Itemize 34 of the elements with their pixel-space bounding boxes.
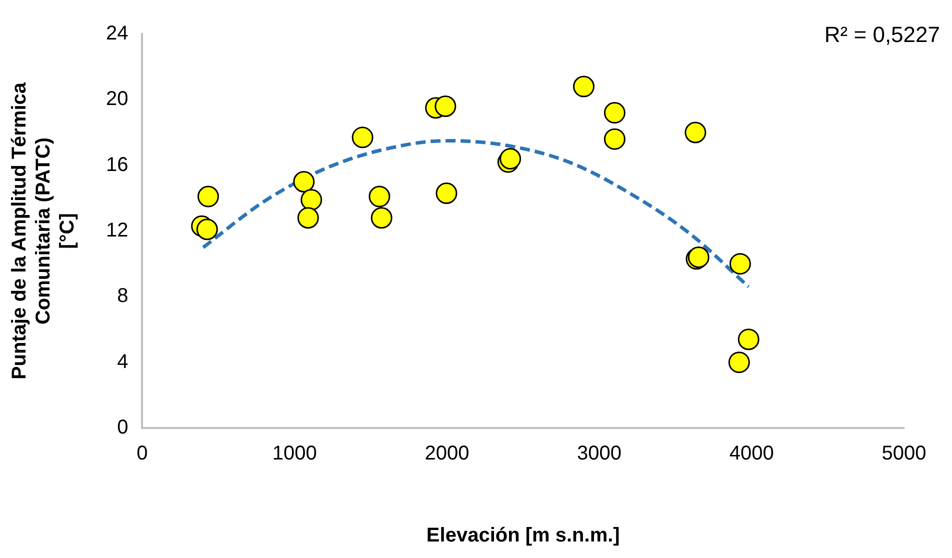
x-tick-label: 4000 <box>729 442 774 465</box>
x-tick-label: 3000 <box>577 442 622 465</box>
point <box>728 352 750 374</box>
y-tick-label: 8 <box>117 285 128 308</box>
x-tick-label: 2000 <box>424 442 470 465</box>
line-series <box>201 138 750 289</box>
x-tick-label: 1000 <box>272 442 317 465</box>
point <box>604 102 626 124</box>
point <box>300 189 322 211</box>
point <box>434 95 456 117</box>
point <box>738 328 760 350</box>
y-tick-label: 0 <box>117 416 128 439</box>
point <box>436 182 458 204</box>
y-tick-label: 12 <box>106 220 128 242</box>
y-tick-label: 4 <box>117 350 128 373</box>
point <box>197 186 219 208</box>
point <box>729 253 751 275</box>
point <box>352 126 374 148</box>
y-tick-label: 24 <box>106 22 128 45</box>
point <box>604 128 626 150</box>
point <box>370 207 392 229</box>
x-tick-label: 0 <box>136 442 148 465</box>
y-axis-title: Puntaje de la Amplitud Térmica Comunitaria (PATC) [°C] <box>8 82 79 380</box>
point <box>573 76 595 98</box>
point <box>293 171 315 192</box>
x-tick-label: 5000 <box>882 442 926 465</box>
point <box>196 218 218 240</box>
point <box>684 122 706 144</box>
x-axis-title: Elevación [m s.n.m.] <box>426 524 620 547</box>
y-tick-label: 20 <box>106 88 128 110</box>
point <box>297 207 319 229</box>
annotation: R² = 0,5227 <box>824 22 940 48</box>
point <box>368 186 390 208</box>
y-tick-label: 16 <box>106 154 128 176</box>
